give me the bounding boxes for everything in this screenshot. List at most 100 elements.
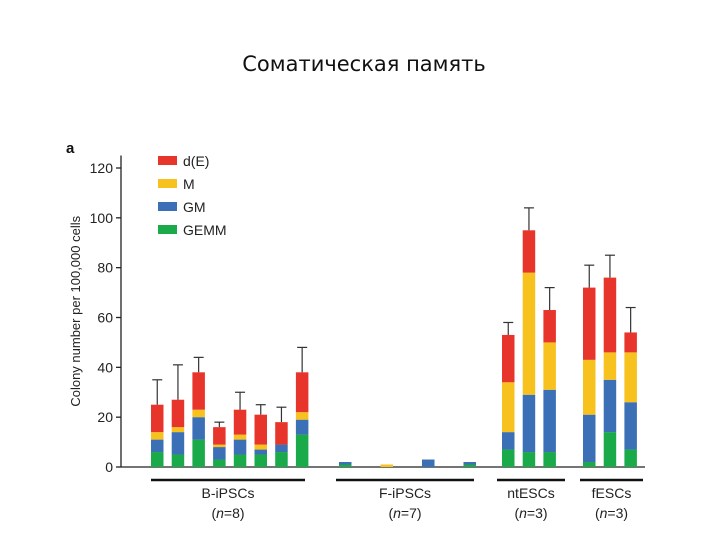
bar-segment-M [254,444,267,450]
bar-segment-M [543,342,556,390]
group-sample-size: (n=3) [595,505,628,521]
legend-label-M: M [183,176,195,192]
bar-segment-GEMM [522,452,536,467]
bar-segment-GM [543,389,556,453]
legend-swatch-d(E) [158,156,177,165]
y-tick-label: 120 [90,160,114,176]
bar-segment-GEMM [339,464,352,467]
bar-segment-GEMM [171,454,185,467]
bar-segment-GEMM [583,462,596,467]
legend-label-GEMM: GEMM [183,222,227,238]
bar-segment-GM [213,447,226,460]
bar-segment-GM [254,449,267,455]
bar-segment-GEMM [151,452,164,467]
bar-segment-GM [463,462,476,465]
y-tick-label: 40 [97,359,113,375]
bar-segment-GM [233,439,247,455]
bar-segment-d(E) [192,372,205,410]
legend: d(E) M GM GEMM [158,153,227,238]
bars [151,207,637,467]
group-label: F-iPSCs [379,485,431,501]
panel-label: a [66,140,75,157]
bar-segment-d(E) [522,230,536,273]
y-tick-label: 80 [97,260,113,276]
group-sample-size: (n=8) [211,505,244,521]
bar-segment-GM [295,419,309,435]
bar-segment-d(E) [603,277,617,353]
bar-fESCs-3 [624,306,637,467]
bar-segment-d(E) [151,404,164,433]
bar-segment-GEMM [233,454,247,467]
bar-segment-d(E) [543,310,556,343]
legend-label-GM: GM [183,199,206,215]
group-label: B-iPSCs [202,485,255,501]
y-tick-label: 0 [105,459,113,475]
bar-segment-M [233,434,247,440]
bar-segment-M [171,427,185,433]
bar-segment-d(E) [502,334,515,383]
bar-segment-d(E) [295,372,309,413]
y-tick-label: 100 [90,210,114,226]
bar-segment-GM [275,444,288,453]
bar-segment-GEMM [603,432,617,467]
bar-segment-M [151,432,164,440]
legend-swatch-M [158,179,177,188]
bar-B-iPSCs-3 [192,356,205,467]
bar-ntESCs-2 [522,207,536,467]
bar-F-iPSCs-2 [380,464,393,467]
bar-segment-GM [603,379,617,433]
bar-B-iPSCs-1 [151,379,164,467]
bar-segment-GM [192,417,205,440]
bar-B-iPSCs-2 [171,364,185,467]
bar-ntESCs-3 [543,287,556,467]
bar-segment-GM [502,432,515,450]
bar-segment-GM [422,459,435,467]
bar-B-iPSCs-7 [275,406,288,467]
bar-segment-GEMM [254,454,267,467]
bar-ntESCs-1 [502,321,515,467]
bar-segment-d(E) [254,414,267,445]
group-label: ntESCs [507,485,554,501]
bar-B-iPSCs-8 [295,346,309,467]
bar-F-iPSCs-1 [339,462,352,467]
bar-segment-GM [151,439,164,453]
bar-B-iPSCs-5 [233,391,247,467]
bar-segment-GEMM [295,434,309,467]
bar-segment-M [502,382,515,433]
bar-segment-M [522,272,536,395]
bar-segment-GEMM [463,464,476,467]
legend-label-d(E): d(E) [183,153,209,169]
bar-segment-GM [522,394,536,453]
bar-segment-M [213,444,226,448]
bar-segment-GEMM [213,459,226,467]
bar-segment-GM [171,432,185,455]
bar-segment-d(E) [213,427,226,445]
bar-segment-M [603,352,617,380]
group-labels: B-iPSCs (n=8) F-iPSCs (n=7) ntESCs (n=3) fESCs… [151,478,643,521]
group-sample-size: (n=7) [388,505,421,521]
slide-title: Соматическая память [242,52,486,76]
bar-segment-d(E) [275,422,288,445]
bar-segment-d(E) [583,287,596,360]
bar-B-iPSCs-6 [254,404,267,467]
bar-segment-M [624,352,637,403]
legend-swatch-GEMM [158,225,177,234]
y-axis-label: Colony number per 100,000 cells [68,215,83,406]
y-tick-label: 60 [97,310,113,326]
bar-segment-GM [624,402,637,450]
bar-segment-M [583,359,596,415]
bar-F-iPSCs-4 [463,462,476,467]
bar-B-iPSCs-4 [213,421,226,467]
group-sample-size: (n=3) [514,505,547,521]
bar-segment-M [380,464,393,467]
bar-segment-d(E) [171,399,185,428]
bar-fESCs-1 [583,264,596,467]
bar-segment-GEMM [275,452,288,467]
y-tick-label: 20 [97,409,113,425]
bar-segment-d(E) [624,332,637,353]
legend-swatch-GM [158,202,177,211]
bar-segment-GEMM [502,449,515,467]
bar-segment-GM [583,414,596,463]
bar-fESCs-2 [603,254,617,467]
